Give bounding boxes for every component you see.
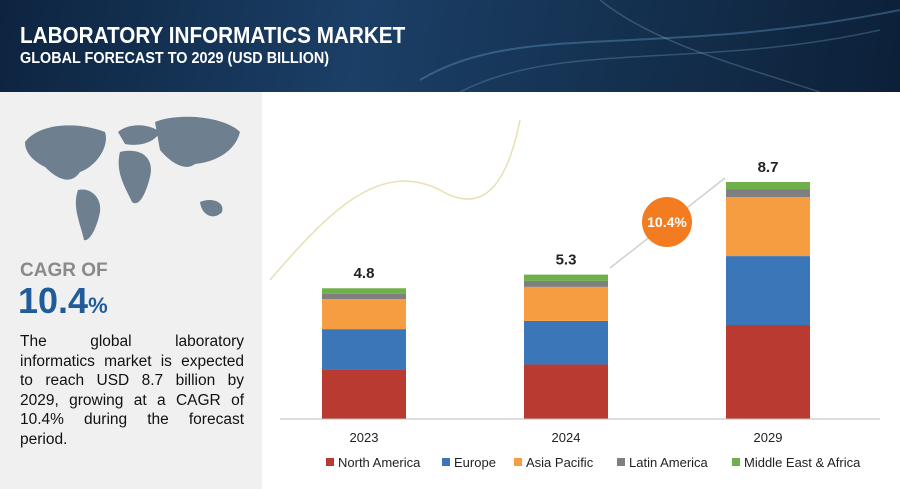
total-label: 8.7 [758,159,779,176]
total-label: 5.3 [556,252,577,269]
bar-segment [322,299,406,330]
cagr-number: 10.4 [18,280,89,321]
legend-label: Asia Pacific [526,455,594,470]
cagr-label: CAGR OF [20,260,108,281]
world-map [25,116,240,241]
title: LABORATORY INFORMATICS MARKET [20,22,406,48]
x-tick-label: 2024 [552,430,581,445]
bar-segment [726,189,810,197]
bar-segment [726,182,810,190]
subtitle: GLOBAL FORECAST TO 2029 (USD BILLION) [20,50,330,67]
sidebar: CAGR OF 10.4% The global laboratory info… [0,92,262,489]
description: The global laboratory informatics market… [20,333,244,448]
bar-segment [322,288,406,294]
bar-segment [524,274,608,281]
bar-segment [322,329,406,370]
legend-swatch [326,458,334,466]
bar-segment [726,196,810,257]
legend-swatch [442,458,450,466]
header: LABORATORY INFORMATICS MARKET GLOBAL FOR… [0,0,900,92]
header-decor [419,0,900,92]
bar-segment [322,293,406,300]
bar-segment [726,325,810,419]
legend-swatch [617,458,625,466]
annotation-circle [642,197,692,247]
legend-label: Middle East & Africa [744,455,861,470]
x-tick-label: 2023 [350,430,379,445]
bar-segment [322,369,406,419]
bar-segment [524,320,608,365]
legend-label: North America [338,455,421,470]
legend-label: Europe [454,455,496,470]
bar-segment [524,364,608,419]
annotation: 10.4% [647,214,687,230]
x-tick-label: 2029 [754,430,783,445]
legend-swatch [514,458,522,466]
bar-segment [726,256,810,326]
legend-label: Latin America [629,455,709,470]
total-label: 4.8 [354,265,375,282]
cagr-value: 10.4% [18,280,108,322]
bar-segment [524,286,608,321]
legend-swatch [732,458,740,466]
cagr-unit: % [88,293,108,318]
bar-segment [524,280,608,287]
